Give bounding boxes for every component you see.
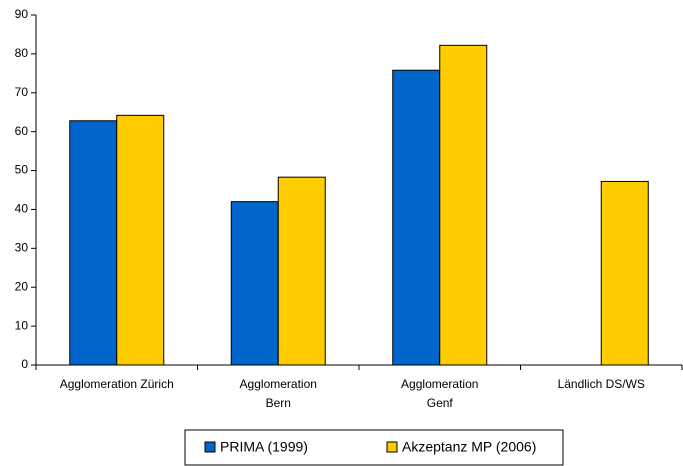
legend-label: PRIMA (1999) <box>220 439 308 455</box>
legend-box <box>184 429 564 466</box>
legend-swatch <box>204 441 216 453</box>
y-tick-label: 30 <box>15 241 29 255</box>
legend: PRIMA (1999) Akzeptanz MP (2006) <box>184 429 564 466</box>
bar <box>392 69 441 366</box>
y-tick-label: 50 <box>15 163 29 177</box>
y-tick-label: 60 <box>15 124 29 138</box>
x-tick-label: Genf <box>427 396 454 410</box>
legend-swatch <box>386 441 398 453</box>
y-tick-label: 40 <box>15 202 29 216</box>
x-tick-label: Agglomeration <box>240 377 317 391</box>
y-tick-label: 90 <box>15 7 29 21</box>
y-tick-label: 80 <box>15 46 29 60</box>
bar <box>230 201 279 366</box>
x-tick-label: Ländlich DS/WS <box>558 377 645 391</box>
bar <box>600 180 649 366</box>
y-tick-label: 70 <box>15 85 29 99</box>
x-tick-label: Agglomeration <box>401 377 478 391</box>
bar <box>439 44 488 366</box>
legend-label: Akzeptanz MP (2006) <box>402 439 536 455</box>
bar <box>277 176 326 366</box>
y-tick-label: 20 <box>15 279 29 293</box>
x-tick-label: Agglomeration Zürich <box>60 377 174 391</box>
x-tick-label: Bern <box>266 396 291 410</box>
y-tick-label: 0 <box>21 357 28 371</box>
bar <box>116 114 165 366</box>
bar <box>69 120 118 366</box>
y-tick-label: 10 <box>15 318 29 332</box>
